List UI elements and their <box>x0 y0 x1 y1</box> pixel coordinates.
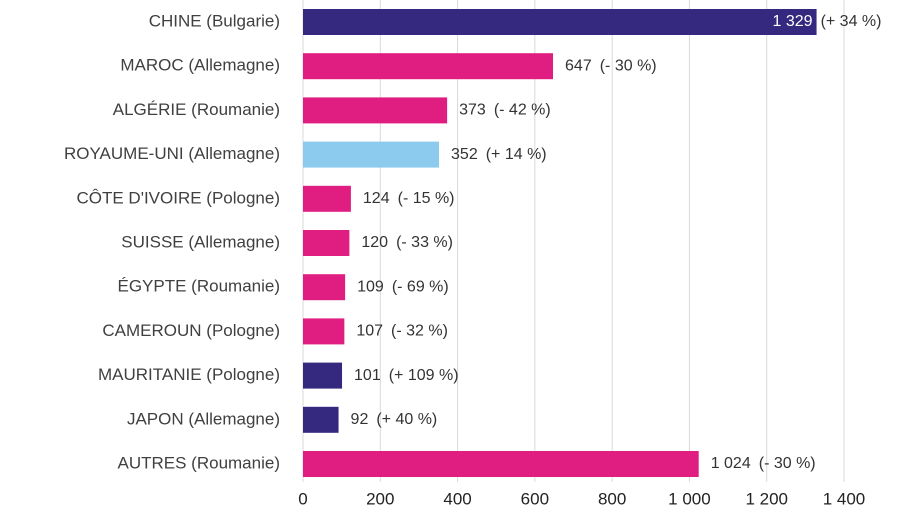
change-label: (+ 14 %) <box>486 146 547 163</box>
bar <box>303 318 345 345</box>
y-tick-label: CAMEROUN (Pologne) <box>102 321 280 340</box>
value-label: 109 <box>357 278 384 295</box>
bar <box>303 274 346 301</box>
y-tick-label: MAURITANIE (Pologne) <box>98 365 280 384</box>
value-label: 1 024 <box>711 455 751 472</box>
y-tick-label: ÉGYPTE (Roumanie) <box>118 277 281 296</box>
y-tick-label: SUISSE (Allemagne) <box>121 232 280 251</box>
change-label: (- 30 %) <box>600 57 657 74</box>
change-label: (+ 109 %) <box>389 367 459 384</box>
value-label: 101 <box>354 367 381 384</box>
value-label: 92 <box>351 411 369 428</box>
change-label: (+ 40 %) <box>376 411 437 428</box>
x-tick-label: 1 400 <box>823 489 866 508</box>
change-label: (- 69 %) <box>392 278 449 295</box>
y-tick-label: CÔTE D'IVOIRE (Pologne) <box>76 188 280 207</box>
x-tick-label: 600 <box>521 489 549 508</box>
y-tick-label: AUTRES (Roumanie) <box>118 453 281 472</box>
bar <box>303 451 699 477</box>
bar <box>303 9 817 35</box>
change-label: (- 15 %) <box>398 190 455 207</box>
change-label: (- 30 %) <box>759 455 816 472</box>
change-label: (- 33 %) <box>396 234 453 251</box>
y-tick-label: ROYAUME-UNI (Allemagne) <box>64 144 280 163</box>
value-label: 124 <box>363 190 390 207</box>
change-label: (- 42 %) <box>494 102 551 119</box>
y-tick-label: JAPON (Allemagne) <box>127 409 280 428</box>
x-tick-label: 200 <box>366 489 394 508</box>
x-tick-label: 1 200 <box>745 489 788 508</box>
bar <box>303 185 351 212</box>
bar <box>303 230 350 256</box>
bar <box>303 362 343 389</box>
value-label: 373 <box>459 102 486 119</box>
x-tick-label: 800 <box>598 489 626 508</box>
value-label: 107 <box>356 323 383 340</box>
x-tick-label: 0 <box>298 489 307 508</box>
bar <box>303 97 448 124</box>
value-label: 1 329 <box>773 13 813 30</box>
x-tick-label: 1 000 <box>668 489 711 508</box>
change-label: (- 32 %) <box>391 323 448 340</box>
value-label: 647 <box>565 57 592 74</box>
value-label: 352 <box>451 146 478 163</box>
y-tick-label: ALGÉRIE (Roumanie) <box>113 100 280 119</box>
change-label: (+ 34 %) <box>821 13 882 30</box>
bar <box>303 53 554 80</box>
y-tick-label: CHINE (Bulgarie) <box>149 11 280 30</box>
x-tick-label: 400 <box>443 489 471 508</box>
value-label: 120 <box>361 234 388 251</box>
bar <box>303 141 440 168</box>
y-tick-label: MAROC (Allemagne) <box>120 56 280 75</box>
bar <box>303 406 339 433</box>
